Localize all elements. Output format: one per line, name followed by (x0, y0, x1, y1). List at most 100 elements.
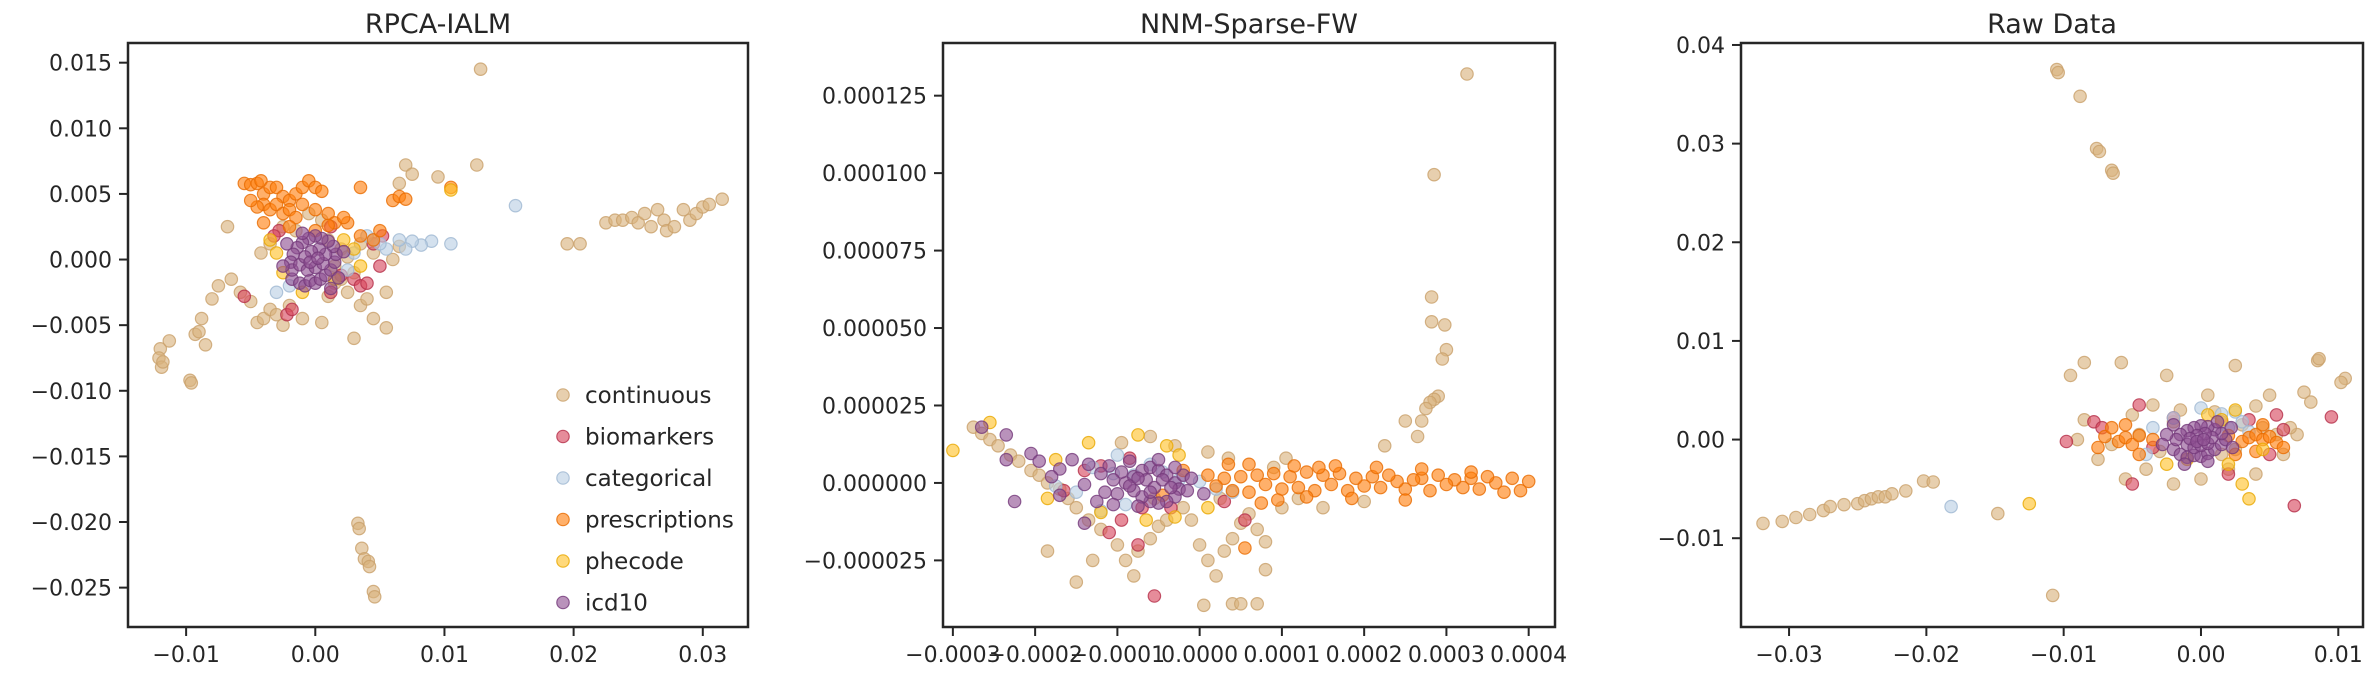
data-point-continuous (2304, 395, 2318, 409)
data-point-prescriptions (1382, 468, 1396, 482)
data-point-prescriptions (269, 180, 284, 195)
x-tick-label: 0.00 (291, 643, 340, 668)
y-tick-label: 0.01 (1676, 330, 1725, 355)
data-point-continuous (715, 192, 729, 206)
data-point-icd10 (1143, 485, 1158, 499)
data-point-biomarkers (2276, 422, 2291, 437)
data-point-continuous (1127, 569, 1141, 583)
chart-panel-1: RPCA-IALM −0.01 0.00 0.01 0.02 0.03 −0.025 −0.0… (31, 9, 750, 668)
data-point-phecode (2022, 496, 2037, 511)
data-point-continuous (1899, 484, 1913, 498)
legend-label-prescriptions: prescriptions (585, 508, 734, 534)
data-point-continuous (1143, 429, 1158, 444)
data-point-continuous (1357, 494, 1371, 509)
data-point-continuous (1419, 401, 1433, 416)
data-point-continuous (198, 337, 213, 352)
data-point-biomarkers (1131, 538, 1145, 552)
data-point-continuous (469, 158, 484, 172)
data-point-prescriptions (1456, 480, 1470, 495)
data-point-icd10 (1197, 486, 1211, 501)
data-point-continuous (1926, 475, 1940, 489)
data-point-continuous (431, 170, 445, 184)
y-tick-label: 0.000050 (822, 317, 927, 342)
data-point-prescriptions (1521, 474, 1536, 489)
y-tick-label: −0.025 (31, 577, 112, 602)
data-point-icd10 (2155, 437, 2170, 452)
data-point-continuous (1789, 510, 1803, 525)
data-point-prescriptions (1312, 460, 1326, 475)
data-point-prescriptions (1258, 477, 1273, 492)
x-tick-label: −0.03 (1755, 643, 1822, 668)
data-point-prescriptions (2256, 417, 2270, 432)
data-point-phecode (2228, 403, 2243, 417)
data-point-phecode (1081, 435, 1096, 450)
data-point-icd10 (1131, 499, 1145, 513)
data-point-continuous (405, 167, 419, 181)
x-tick-label: 0.0000 (1161, 643, 1238, 668)
legend-marker-continuous (556, 388, 570, 402)
data-point-continuous (1184, 513, 1199, 527)
data-point-prescriptions (1299, 465, 1314, 479)
x-tick-label: −0.02 (1893, 643, 1960, 668)
data-point-prescriptions (1472, 482, 1487, 496)
chart-title: RPCA-IALM (365, 9, 511, 40)
data-point-prescriptions (1414, 462, 1429, 476)
data-point-categorical (444, 237, 458, 251)
data-point-continuous (379, 320, 394, 335)
data-point-prescriptions (1373, 480, 1388, 495)
legend-label-continuous: continuous (585, 383, 712, 409)
data-point-categorical (2235, 414, 2249, 429)
y-tick-label: 0.000075 (822, 240, 927, 265)
data-point-prescriptions (1480, 469, 1495, 484)
y-tick-label: 0.010 (49, 117, 112, 142)
y-tick-label: 0.000 (49, 249, 112, 274)
data-point-prescriptions (1345, 491, 1359, 506)
data-point-prescriptions (2098, 429, 2112, 444)
data-point-continuous (991, 438, 1005, 453)
data-point-continuous (1192, 538, 1207, 552)
data-point-prescriptions (353, 180, 368, 195)
x-tick-label: −0.01 (2030, 643, 2097, 668)
chart-title: Raw Data (1987, 9, 2117, 40)
legend-marker-categorical (556, 471, 570, 485)
data-point-prescriptions (289, 210, 303, 225)
data-point-icd10 (276, 259, 290, 273)
data-point-continuous (211, 278, 226, 293)
data-point-continuous (192, 324, 206, 339)
data-point-prescriptions (398, 192, 413, 206)
x-tick-label: −0.01 (152, 643, 219, 668)
data-point-icd10 (1044, 469, 1059, 484)
data-point-continuous (184, 376, 199, 390)
data-point-categorical (1944, 499, 1958, 514)
y-tick-label: 0.000125 (822, 85, 927, 110)
data-point-prescriptions (321, 218, 335, 233)
data-point-continuous (644, 219, 658, 234)
data-point-continuous (2262, 388, 2277, 402)
data-point-prescriptions (243, 193, 258, 208)
data-point-icd10 (1151, 452, 1166, 467)
data-point-icd10 (999, 452, 1014, 467)
data-point-continuous (2073, 89, 2087, 104)
data-point-continuous (1201, 553, 1215, 568)
data-point-continuous (1775, 514, 1789, 529)
data-point-continuous (2334, 375, 2348, 390)
legend-marker-prescriptions (556, 512, 570, 527)
data-point-categorical (392, 233, 407, 247)
data-point-prescriptions (1221, 457, 1236, 472)
data-point-continuous (1885, 486, 1899, 501)
plot-frame (941, 41, 1557, 629)
data-point-prescriptions (1505, 471, 1519, 486)
data-point-prescriptions (1266, 466, 1281, 481)
data-point-continuous (1217, 544, 1232, 558)
data-point-icd10 (1114, 465, 1129, 479)
data-point-continuous (1802, 507, 1817, 522)
data-point-prescriptions (336, 210, 351, 225)
data-point-icd10 (295, 226, 310, 241)
data-point-continuous (1197, 598, 1211, 613)
data-point-continuous (379, 285, 394, 300)
data-point-biomarkers (2132, 398, 2146, 412)
data-point-icd10 (2177, 457, 2192, 471)
plot-frame (1739, 41, 2365, 629)
data-point-continuous (1085, 553, 1100, 568)
data-point-continuous (1201, 445, 1215, 459)
